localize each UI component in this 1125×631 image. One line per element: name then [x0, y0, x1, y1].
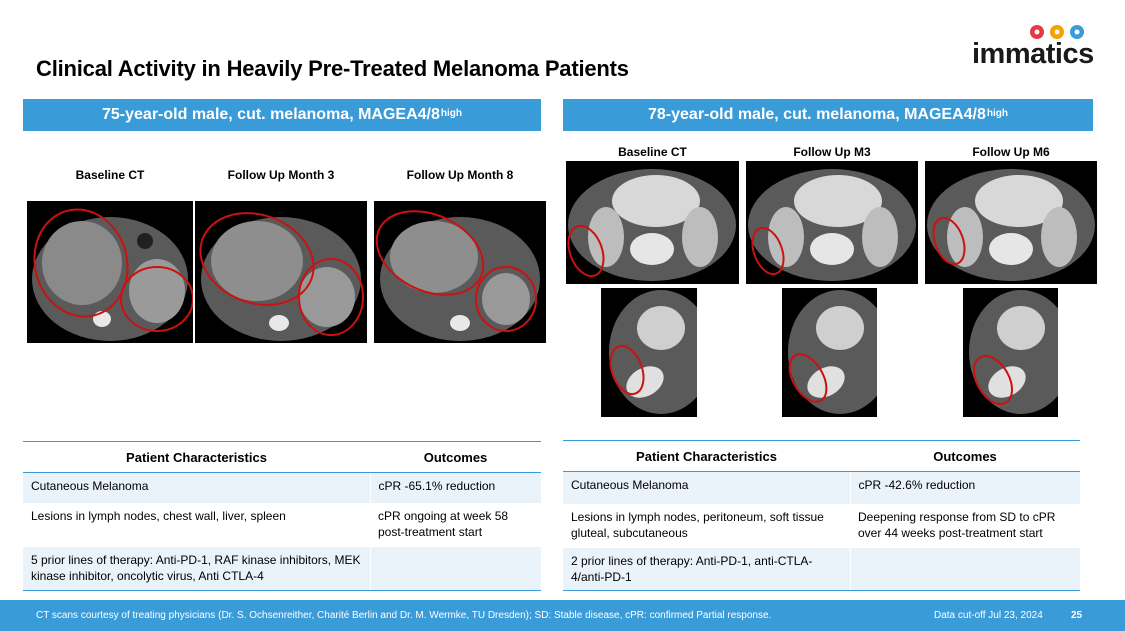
left-ct-baseline[interactable] [27, 201, 193, 343]
left-header-outcomes: Outcomes [370, 441, 541, 473]
table-cell: Deepening response from SD to cPR over 4… [858, 509, 1056, 540]
right-banner-sup: high [986, 107, 1008, 119]
left-banner-sup: high [440, 107, 462, 119]
left-ct-month3[interactable] [195, 201, 367, 343]
right-header-outcomes: Outcomes [850, 440, 1080, 472]
table-cell: cPR -65.1% reduction [369, 472, 541, 503]
table-row: Lesions in lymph nodes, peritoneum, soft… [563, 504, 1080, 548]
table-cell: Cutaneous Melanoma [563, 471, 850, 504]
table-cell: Lesions in lymph nodes, chest wall, live… [31, 508, 286, 523]
table-cell: 2 prior lines of therapy: Anti-PD-1, ant… [563, 547, 850, 591]
table-cell: Cutaneous Melanoma [23, 472, 370, 503]
table-cell: cPR ongoing at week 58 post-treatment st… [378, 508, 509, 539]
right-ct-m6-axial[interactable] [925, 161, 1097, 284]
right-header-characteristics: Patient Characteristics [563, 440, 850, 472]
table-cell [369, 546, 541, 591]
footer-cutoff: Data cut-off Jul 23, 2024 [934, 610, 1043, 621]
left-label-baseline: Baseline CT [75, 168, 145, 182]
left-header-characteristics: Patient Characteristics [23, 441, 370, 473]
left-patient-banner: 75-year-old male, cut. melanoma, MAGEA4/… [23, 99, 541, 131]
right-ct-m6-detail[interactable] [963, 288, 1058, 417]
right-label-m3: Follow Up M3 [793, 145, 871, 159]
right-ct-m3-detail[interactable] [782, 288, 877, 417]
right-banner-text: 78-year-old male, cut. melanoma, MAGEA4/… [648, 106, 986, 123]
right-patient-table: Patient Characteristics Outcomes Cutaneo… [563, 440, 1080, 591]
table-cell: Lesions in lymph nodes, peritoneum, soft… [571, 509, 824, 540]
table-row: 5 prior lines of therapy: Anti-PD-1, RAF… [23, 546, 541, 591]
left-label-month3: Follow Up Month 3 [227, 168, 335, 182]
left-banner-text: 75-year-old male, cut. melanoma, MAGEA4/… [102, 106, 440, 123]
right-patient-banner: 78-year-old male, cut. melanoma, MAGEA4/… [563, 99, 1093, 131]
left-patient-table: Patient Characteristics Outcomes Cutaneo… [23, 441, 541, 591]
right-ct-m3-axial[interactable] [746, 161, 918, 284]
left-ct-month8[interactable] [374, 201, 546, 343]
left-label-month8: Follow Up Month 8 [406, 168, 514, 182]
table-cell: 5 prior lines of therapy: Anti-PD-1, RAF… [23, 546, 370, 591]
footer-note: CT scans courtesy of treating physicians… [36, 610, 772, 621]
right-ct-baseline-axial[interactable] [566, 161, 739, 284]
page-title: Clinical Activity in Heavily Pre-Treated… [36, 56, 629, 81]
logo-wordmark: immatics [972, 38, 1094, 70]
right-label-m6: Follow Up M6 [972, 145, 1050, 159]
table-cell [849, 547, 1080, 591]
table-row: 2 prior lines of therapy: Anti-PD-1, ant… [563, 547, 1080, 591]
table-row: Lesions in lymph nodes, chest wall, live… [23, 503, 541, 547]
footer-bar: CT scans courtesy of treating physicians… [0, 600, 1125, 631]
table-row: Cutaneous Melanoma cPR -65.1% reduction [23, 472, 541, 503]
table-cell: cPR -42.6% reduction [849, 471, 1080, 504]
right-ct-baseline-detail[interactable] [601, 288, 697, 417]
immatics-logo: immatics [970, 22, 1095, 70]
right-label-baseline: Baseline CT [618, 145, 687, 159]
table-row: Cutaneous Melanoma cPR -42.6% reduction [563, 471, 1080, 504]
page-number: 25 [1071, 610, 1083, 621]
logo-dots-icon [1030, 25, 1084, 39]
